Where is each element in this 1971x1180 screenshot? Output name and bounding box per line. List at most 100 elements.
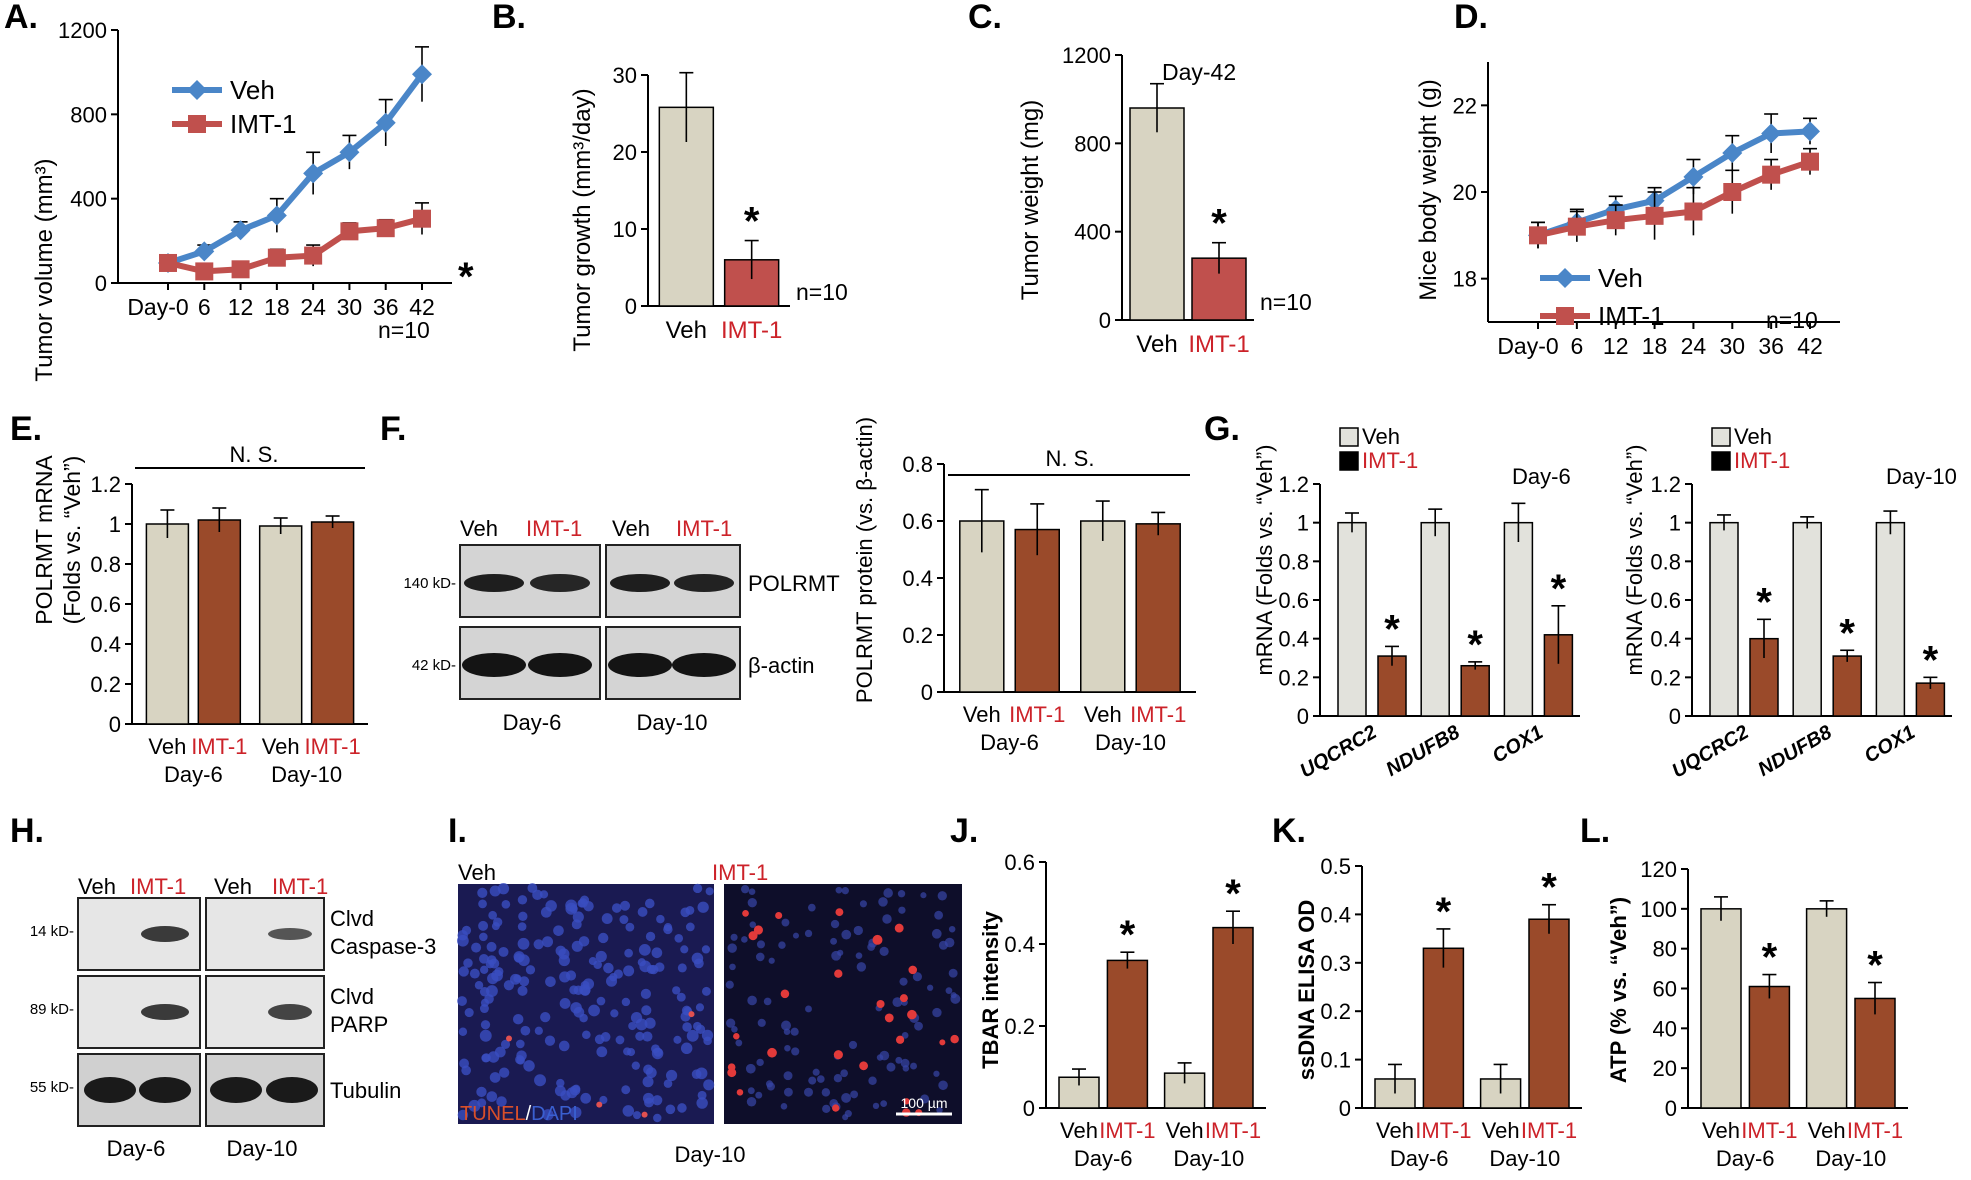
g1-star-2: * <box>1551 567 1567 611</box>
nucleus-veh-99 <box>672 986 681 995</box>
nucleus-imt-2 <box>856 962 867 972</box>
g1-ytick-label-1: 0.2 <box>1278 665 1309 690</box>
blot-h-veh-1: Veh <box>78 874 116 899</box>
g2-star-0: * <box>1756 580 1772 624</box>
nucleus-veh-189 <box>651 1047 664 1060</box>
microscopy-panel <box>456 883 962 1124</box>
f-ytick-label-3: 0.6 <box>902 509 933 534</box>
panel-g1-ylabel: mRNA (Folds vs. “Veh”) <box>1252 444 1277 675</box>
nucleus-veh-30 <box>458 966 469 977</box>
blot-h-parp-label-1: Clvd <box>330 984 374 1009</box>
nucleus-veh-38 <box>477 887 488 898</box>
nucleus-veh-75 <box>519 976 530 987</box>
band-casp-2 <box>141 926 189 942</box>
nucleus-imt-79 <box>726 1018 736 1028</box>
nucleus-veh-1 <box>517 985 528 996</box>
nucleus-veh-166 <box>654 962 665 972</box>
nucleus-imt-19 <box>898 906 906 914</box>
nucleus-veh-58 <box>652 1095 663 1106</box>
nucleus-veh-123 <box>493 917 503 927</box>
blot-h-tub-label: Tubulin <box>330 1078 401 1103</box>
nucleus-veh-195 <box>701 945 711 954</box>
nucleus-veh-191 <box>643 1092 654 1104</box>
panel-f-ylabel: POLRMT protein (vs. β-actin) <box>852 417 877 703</box>
nucleus-imt-42 <box>731 1026 738 1033</box>
nucleus-veh-105 <box>533 939 544 950</box>
b-ytick-label-0: 0 <box>625 294 637 319</box>
nucleus-veh-211 <box>674 933 684 943</box>
l-ytick-label-2: 40 <box>1653 1016 1677 1041</box>
nucleus-veh-164 <box>697 1090 707 1100</box>
band-tub-2 <box>139 1077 191 1103</box>
nucleus-veh-68 <box>695 1003 705 1012</box>
nucleus-veh-125 <box>558 954 570 967</box>
a-legend-label-1: IMT-1 <box>230 109 296 139</box>
g2-ytick-label-6: 1.2 <box>1650 472 1681 497</box>
c-ytick-label-1: 400 <box>1074 220 1111 245</box>
nucleus-veh-168 <box>692 883 703 894</box>
k-xlabel-1: IMT-1 <box>1415 1118 1471 1143</box>
nucleus-imt-34 <box>747 1087 755 1095</box>
nucleus-imt-5 <box>886 1062 896 1072</box>
a-point-veh-4 <box>303 163 324 184</box>
nucleus-veh-146 <box>479 987 490 997</box>
nucleus-imt-83 <box>780 1103 788 1110</box>
nucleus-veh-149 <box>517 937 530 950</box>
nucleus-veh-101 <box>517 895 528 905</box>
a-point-veh-7 <box>412 64 432 85</box>
nucleus-veh-100 <box>677 963 687 973</box>
blot-h-day6: Day-6 <box>107 1136 166 1161</box>
nucleus-imt-91 <box>783 1087 793 1097</box>
f-xlabel-2: Veh <box>1084 702 1122 727</box>
g1-ytick-label-4: 0.8 <box>1278 549 1309 574</box>
g1-star-0: * <box>1384 607 1400 651</box>
tunel-imt-20 <box>903 1098 910 1105</box>
nucleus-imt-49 <box>821 1088 831 1097</box>
d-point-veh-5 <box>1722 143 1743 163</box>
panel-letter-i: I. <box>448 812 467 850</box>
nucleus-veh-197 <box>685 905 695 915</box>
nucleus-veh-193 <box>633 1111 642 1120</box>
panel-g1-title: Day-6 <box>1512 464 1571 489</box>
g1-ytick-label-0: 0 <box>1297 704 1309 729</box>
c-xlabel-1: IMT-1 <box>1188 331 1249 358</box>
nucleus-veh-56 <box>569 1106 582 1119</box>
panel-l-ylabel: ATP (% vs. “Veh”) <box>1606 897 1631 1083</box>
c-ytick-label-3: 1200 <box>1062 43 1111 68</box>
a-point-imt-3 <box>267 248 286 267</box>
l-ytick-label-0: 0 <box>1665 1096 1677 1121</box>
nucleus-veh-76 <box>539 890 549 899</box>
panel-e-ylabel1: POLRMT mRNA <box>31 455 57 625</box>
nucleus-veh-120 <box>471 942 482 953</box>
tunel-imt-23 <box>727 1068 737 1078</box>
l-xlabel-2: Veh <box>1808 1118 1846 1143</box>
a-xtick-label-1: 6 <box>198 294 211 320</box>
blot-h-kd14: 14 kD- <box>30 923 74 940</box>
micro-veh-label: Veh <box>458 860 496 885</box>
e-bar-3 <box>310 521 355 725</box>
nucleus-veh-107 <box>621 997 631 1007</box>
nucleus-veh-81 <box>464 1007 474 1018</box>
d-legend-marker-1 <box>1556 307 1574 325</box>
nucleus-veh-165 <box>500 1039 511 1049</box>
a-xtick-label-7: 42 <box>409 294 435 320</box>
nucleus-veh-19 <box>558 1040 570 1052</box>
g2-ytick-label-1: 0.2 <box>1650 665 1681 690</box>
nucleus-imt-66 <box>781 1020 792 1031</box>
l-ytick-label-4: 80 <box>1653 937 1677 962</box>
nucleus-veh-122 <box>479 965 489 974</box>
nucleus-veh-128 <box>571 940 583 952</box>
blot-f-veh-2: Veh <box>612 516 650 541</box>
f-bar-3 <box>1135 523 1181 693</box>
j-xlabel-3: IMT-1 <box>1205 1118 1261 1143</box>
nucleus-veh-111 <box>622 1105 635 1117</box>
nucleus-veh-84 <box>677 1103 687 1113</box>
nucleus-veh-66 <box>625 922 635 932</box>
tunel-veh-0 <box>688 1011 695 1018</box>
blot-f-imt-2: IMT-1 <box>676 516 732 541</box>
tunel-imt-25 <box>775 911 783 920</box>
d-xtick-label-0: Day-0 <box>1497 333 1558 359</box>
nucleus-veh-27 <box>463 958 473 968</box>
band-polrmt-3 <box>610 574 670 592</box>
